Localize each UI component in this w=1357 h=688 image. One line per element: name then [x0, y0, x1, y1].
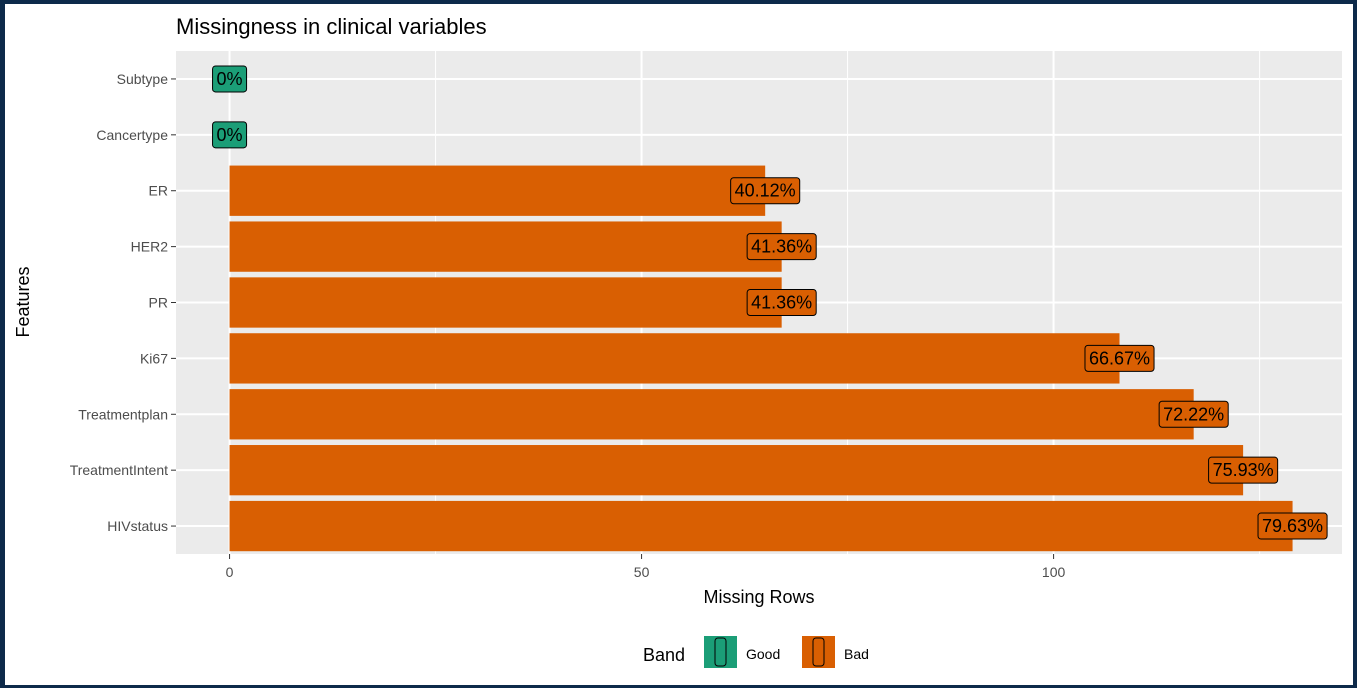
- bar: [229, 445, 1244, 496]
- data-label-text: 40.12%: [735, 181, 796, 201]
- data-label-box: [1084, 344, 1155, 372]
- legend-key: [802, 636, 835, 668]
- data-label: 75.93%: [1208, 456, 1279, 484]
- x-axis-title: Missing Rows: [703, 587, 814, 607]
- data-labels: 0% 0% 40.12% 41.36% 41.36% 66.67% 72.22% 75.93%…: [212, 65, 1328, 540]
- bar: [229, 333, 1120, 384]
- y-tick-label: PR: [149, 295, 168, 311]
- bars: [229, 165, 1293, 552]
- y-tick-label: Treatmentplan: [78, 406, 168, 422]
- chart-frame: 0% 0% 40.12% 41.36% 41.36% 66.67% 72.22% 75.93%…: [5, 4, 1353, 685]
- y-tick-label: Cancertype: [96, 127, 168, 143]
- legend: Band Good Bad: [643, 636, 869, 668]
- bar-chart: 0% 0% 40.12% 41.36% 41.36% 66.67% 72.22% 75.93%…: [13, 14, 1342, 668]
- data-label-text: 72.22%: [1163, 404, 1224, 424]
- bar: [229, 389, 1194, 440]
- data-label-box: [212, 65, 248, 93]
- data-label: 66.67%: [1084, 344, 1155, 372]
- bar: [229, 277, 782, 328]
- data-label-text: 41.36%: [751, 237, 812, 257]
- legend-key: [704, 636, 737, 668]
- x-tick-label: 50: [634, 564, 650, 580]
- data-label-box: [212, 121, 248, 149]
- data-label-text: 41.36%: [751, 293, 812, 313]
- legend-key-glyph: [812, 637, 825, 667]
- y-tick-label: TreatmentIntent: [70, 462, 168, 478]
- data-label: 0%: [212, 121, 248, 149]
- x-axis: 0 50 100: [226, 554, 1066, 580]
- bar: [229, 165, 766, 216]
- data-label: 0%: [212, 65, 248, 93]
- legend-title: Band: [643, 645, 685, 665]
- data-label-text: 79.63%: [1262, 516, 1323, 536]
- legend-label: Good: [746, 646, 780, 662]
- data-label-text: 66.67%: [1089, 348, 1150, 368]
- legend-label: Bad: [844, 646, 869, 662]
- data-label-text: 0%: [217, 69, 243, 89]
- data-label: 40.12%: [730, 177, 801, 205]
- data-label: 41.36%: [746, 289, 817, 316]
- y-tick-label: HER2: [131, 239, 169, 255]
- data-label-box: [1257, 512, 1328, 540]
- y-axis-title: Features: [13, 266, 33, 337]
- data-label-box: [730, 177, 801, 205]
- data-label-box: [746, 233, 817, 261]
- legend-entry: Good: [704, 636, 780, 668]
- legend-key-glyph: [714, 637, 727, 667]
- legend-entry: Bad: [802, 636, 869, 668]
- y-tick-label: Ki67: [140, 350, 168, 366]
- data-label-text: 75.93%: [1213, 460, 1274, 480]
- data-label-box: [1158, 400, 1229, 428]
- data-label: 41.36%: [746, 233, 817, 261]
- data-label-box: [746, 289, 817, 316]
- data-label: 72.22%: [1158, 400, 1229, 428]
- data-label-text: 0%: [217, 125, 243, 145]
- data-label: 79.63%: [1257, 512, 1328, 540]
- bar: [229, 221, 782, 272]
- bar: [229, 500, 1293, 552]
- y-axis: Subtype Cancertype ER HER2 PR Ki67 Treatmentpl…: [70, 71, 176, 534]
- y-tick-label: ER: [149, 183, 168, 199]
- x-tick-label: 0: [226, 564, 234, 580]
- x-tick-label: 100: [1042, 564, 1066, 580]
- y-tick-label: HIVstatus: [107, 518, 168, 534]
- data-label-box: [1208, 456, 1279, 484]
- y-tick-label: Subtype: [117, 71, 169, 87]
- chart-title: Missingness in clinical variables: [176, 14, 487, 39]
